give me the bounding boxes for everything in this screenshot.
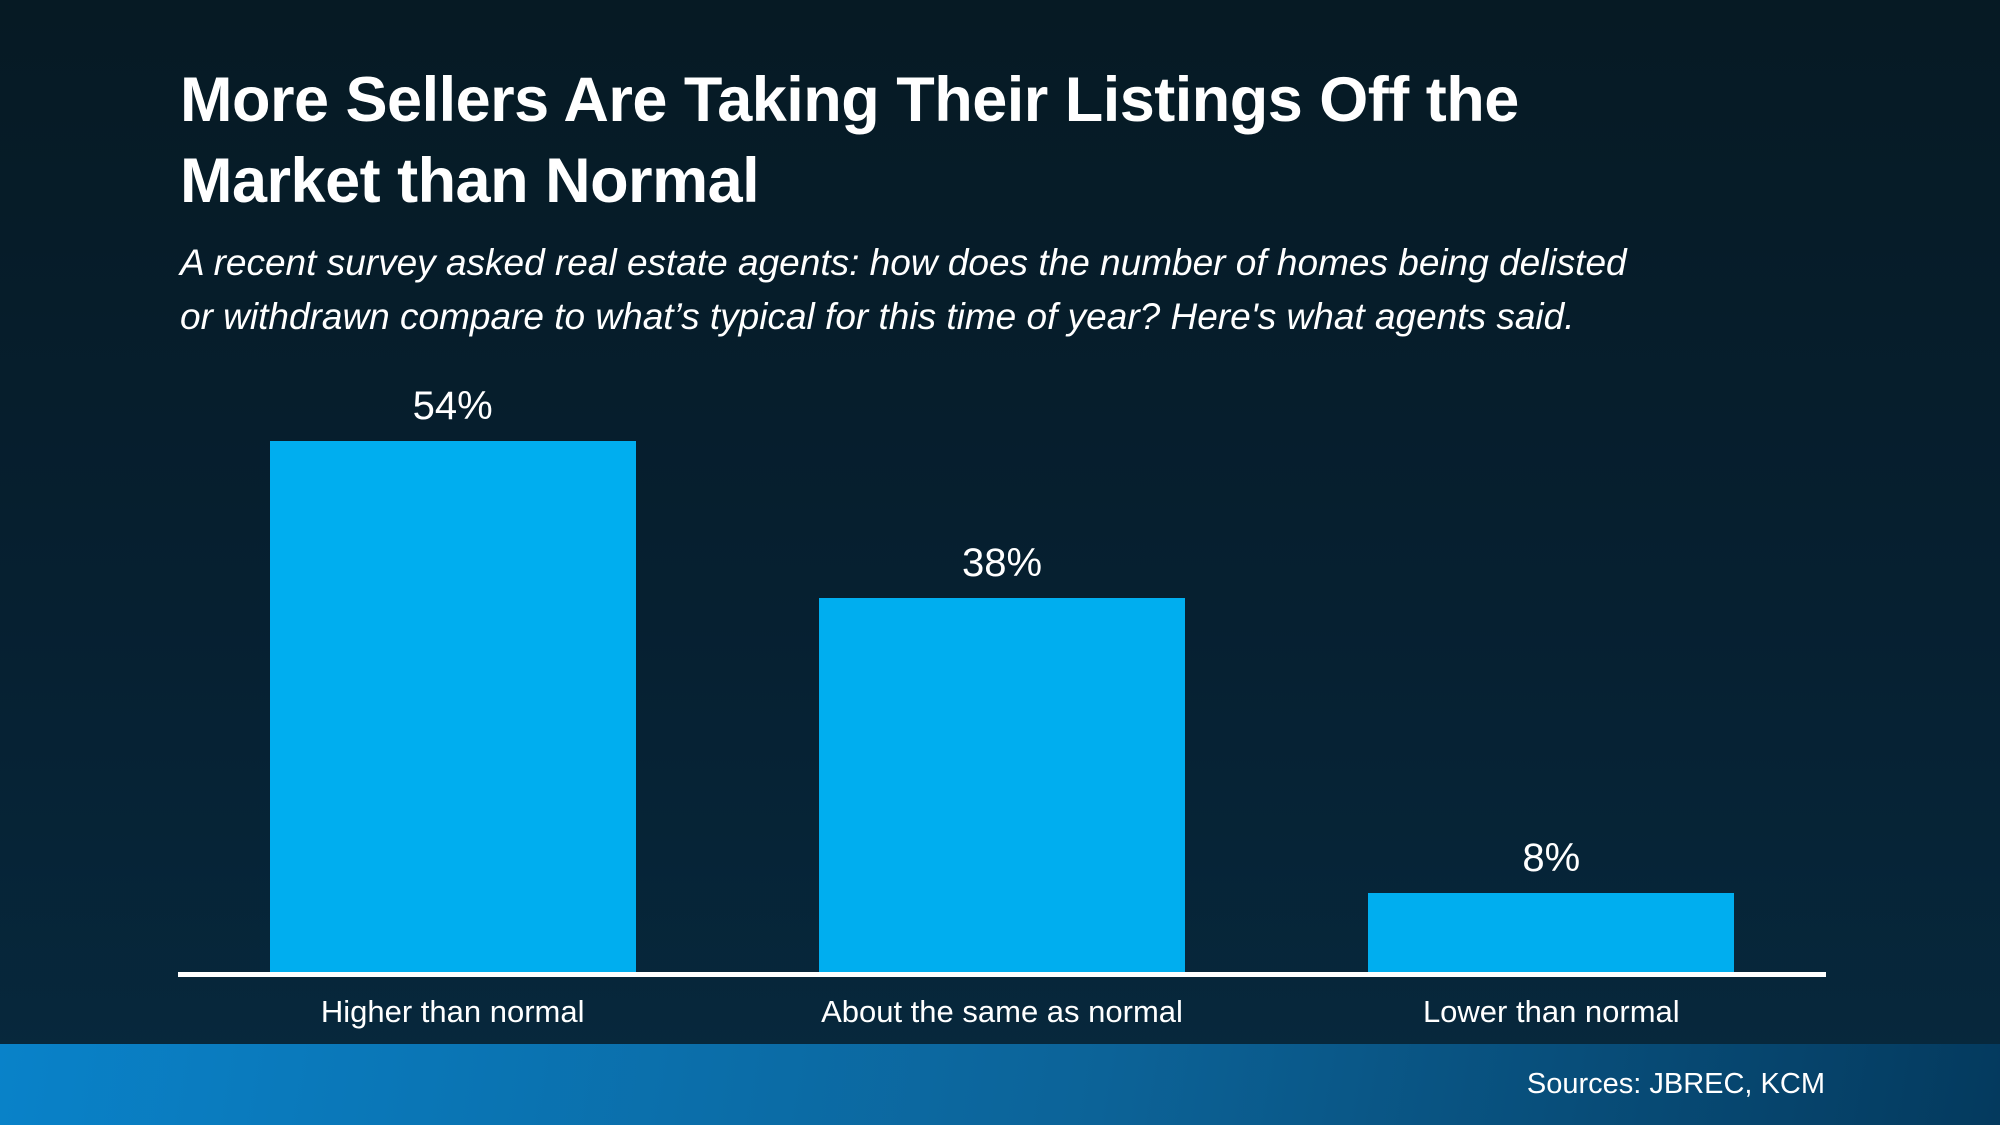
page-subtitle: A recent survey asked real estate agents…	[180, 236, 1880, 344]
footer-bar: Sources: JBREC, KCM	[0, 1044, 2000, 1125]
bar-value-label: 54%	[412, 384, 493, 428]
page-title-line-2: Market than Normal	[180, 146, 760, 216]
page-title-line-1: More Sellers Are Taking Their Listings O…	[180, 65, 1519, 135]
bar-chart: 54% 38% 8% Higher than normal About the sam…	[178, 380, 1826, 1031]
x-axis-line	[178, 972, 1826, 977]
bar-value-label: 8%	[1522, 836, 1581, 880]
bar-column: 8%	[1277, 835, 1826, 972]
bar	[818, 598, 1185, 972]
category-label: About the same as normal	[821, 994, 1183, 1029]
header: More Sellers Are Taking Their Listings O…	[180, 60, 1880, 344]
bar-column: 38%	[727, 540, 1276, 972]
sources-label: Sources: JBREC, KCM	[1526, 1068, 1825, 1100]
bar	[1368, 893, 1735, 972]
page-subtitle-line-2: or withdrawn compare to what’s typical f…	[180, 296, 1575, 337]
bar-column: 54%	[178, 383, 727, 972]
category-label: Higher than normal	[320, 994, 585, 1029]
bar-value-label: 38%	[961, 541, 1043, 585]
page-subtitle-line-1: A recent survey asked real estate agents…	[180, 242, 1627, 283]
x-axis-category-labels: Higher than normal About the same as norm…	[178, 977, 1826, 1031]
page-title: More Sellers Are Taking Their Listings O…	[180, 60, 1880, 222]
chart-plot-area: 54% 38% 8%	[178, 380, 1826, 972]
bar	[269, 441, 636, 972]
category-label: Lower than normal	[1422, 994, 1680, 1029]
